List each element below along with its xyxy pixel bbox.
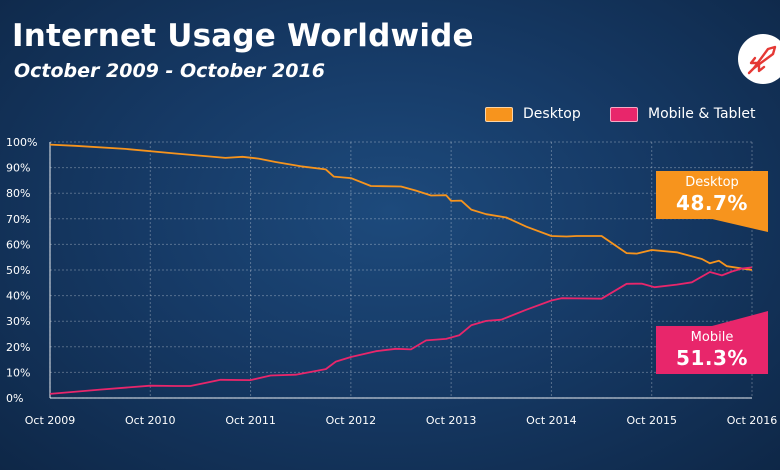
chart-subtitle: October 2009 - October 2016 xyxy=(14,60,325,82)
series-line-mobile xyxy=(49,266,753,395)
desktop-callout-label: Desktop xyxy=(685,175,739,190)
series-line-desktop xyxy=(49,143,753,271)
x-tick-label: Oct 2011 xyxy=(225,414,276,427)
legend-swatch-mobile xyxy=(610,106,638,122)
y-tick-label: 80% xyxy=(6,187,30,200)
y-tick-label: 40% xyxy=(6,290,30,303)
x-tick-label: Oct 2016 xyxy=(727,414,778,427)
y-tick-label: 30% xyxy=(6,315,30,328)
y-tick-label: 100% xyxy=(6,136,37,149)
y-tick-label: 60% xyxy=(6,238,30,251)
y-tick-label: 20% xyxy=(6,341,30,354)
x-tick-label: Oct 2009 xyxy=(25,414,76,427)
y-tick-label: 90% xyxy=(6,162,30,175)
x-tick-label: Oct 2013 xyxy=(426,414,477,427)
mobile-callout-pointer xyxy=(712,311,768,326)
desktop-callout-value: 48.7% xyxy=(676,191,748,215)
x-tick-label: Oct 2012 xyxy=(326,414,377,427)
y-tick-label: 0% xyxy=(6,392,23,405)
legend-label-desktop: Desktop xyxy=(523,106,581,122)
mobile-callout-value: 51.3% xyxy=(676,346,748,370)
chart-title: Internet Usage Worldwide xyxy=(12,18,474,54)
desktop-callout-pointer xyxy=(712,219,768,232)
x-tick-label: Oct 2015 xyxy=(626,414,677,427)
legend-item-mobile: Mobile & Tablet xyxy=(610,106,755,122)
y-tick-label: 10% xyxy=(6,366,30,379)
mobile-callout-label: Mobile xyxy=(690,330,734,345)
desktop-share-callout: Desktop 48.7% xyxy=(656,171,768,219)
legend-item-desktop: Desktop xyxy=(485,106,581,122)
y-tick-label: 70% xyxy=(6,213,30,226)
legend-swatch-desktop xyxy=(485,106,513,122)
x-tick-label: Oct 2010 xyxy=(125,414,176,427)
x-tick-label: Oct 2014 xyxy=(526,414,577,427)
mobile-share-callout: Mobile 51.3% xyxy=(656,326,768,374)
y-tick-label: 50% xyxy=(6,264,30,277)
rocket-logo-icon xyxy=(738,34,780,84)
legend-label-mobile: Mobile & Tablet xyxy=(648,106,756,122)
